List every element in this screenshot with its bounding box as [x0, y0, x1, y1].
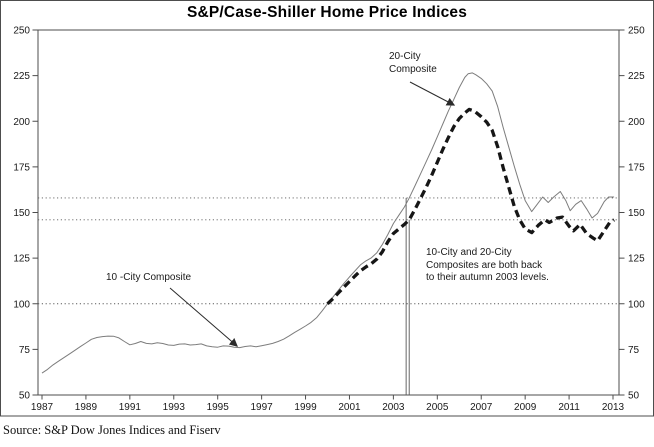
x-tick-label: 2001 [338, 402, 361, 413]
annotation-arrow-2 [169, 287, 238, 347]
annotation-20-city-line2: Composite [389, 63, 437, 75]
annotation-20-city-label: 20-City Composite [389, 51, 437, 76]
y-tick-label-right: 250 [628, 26, 645, 37]
y-tick-label-right: 225 [628, 71, 645, 82]
figure-border [0, 0, 654, 417]
twenty-city-line [326, 107, 615, 305]
annotation-note-line3: to their autumn 2003 levels. [426, 272, 549, 283]
y-tick-label-left: 250 [13, 26, 30, 37]
y-tick-label-left: 150 [13, 208, 30, 219]
y-tick-label-left: 75 [19, 345, 31, 356]
x-tick-label: 1987 [31, 402, 54, 413]
y-tick-label-right: 175 [628, 162, 645, 173]
annotation-note-line2: Composites are both back [426, 259, 543, 271]
y-tick-label-left: 225 [13, 71, 30, 82]
y-tick-label-left: 200 [13, 117, 30, 128]
x-tick-label: 1995 [207, 402, 230, 413]
x-tick-label: 2009 [514, 402, 537, 413]
y-tick-label-left: 125 [13, 254, 30, 265]
annotation-20-city-line1: 20-City [389, 51, 421, 62]
y-tick-label-left: 50 [19, 391, 31, 402]
x-tick-label: 2005 [426, 402, 449, 413]
chart-title: S&P/Case-Shiller Home Price Indices [186, 4, 468, 21]
y-tick-label-right: 150 [628, 208, 645, 219]
annotation-arrow-1 [409, 81, 456, 106]
x-tick-label: 2013 [602, 402, 625, 413]
y-tick-label-right: 50 [628, 391, 640, 402]
x-tick-label: 1993 [163, 402, 186, 413]
x-tick-label: 1991 [119, 402, 142, 413]
y-tick-label-right: 125 [628, 254, 645, 265]
y-tick-label-right: 100 [628, 299, 645, 310]
x-tick-label: 2011 [558, 402, 580, 413]
x-tick-label: 1989 [75, 402, 98, 413]
annotation-note: 10-City and 20-City Composites are both … [426, 247, 549, 285]
plot-frame [37, 29, 620, 396]
x-tick-label: 1999 [294, 402, 317, 413]
annotation-10-city-label: 10 -City Composite [106, 272, 192, 283]
x-tick-label: 1997 [250, 402, 273, 413]
y-tick-label-left: 100 [13, 299, 30, 310]
y-tick-label-right: 75 [628, 345, 640, 356]
x-tick-label: 2003 [382, 402, 405, 413]
x-tick-label: 2007 [470, 402, 493, 413]
y-tick-label-right: 200 [628, 117, 645, 128]
ten-city-line [41, 72, 615, 374]
source-text: Source: S&P Dow Jones Indices and Fiserv [3, 423, 221, 437]
annotation-note-line1: 10-City and 20-City [426, 247, 512, 258]
y-tick-label-left: 175 [13, 162, 30, 173]
